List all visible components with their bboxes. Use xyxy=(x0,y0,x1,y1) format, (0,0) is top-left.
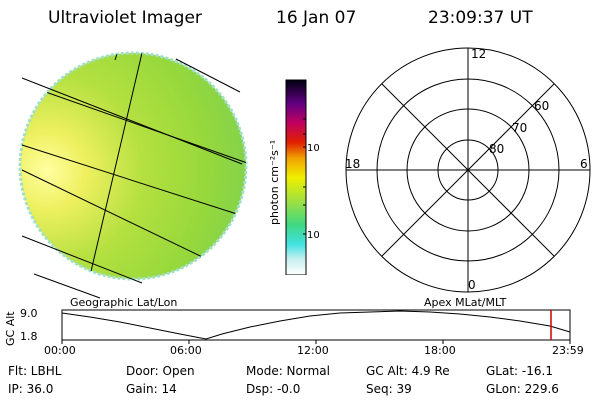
mlt-label-12: 12 xyxy=(471,47,486,61)
alt-xtick-1: 06:00 xyxy=(170,344,202,357)
alt-ytick-high: 9.0 xyxy=(20,307,38,320)
alt-xtick-0: 00:00 xyxy=(44,344,76,357)
colorbar-tick-10: 10 xyxy=(307,230,320,241)
uv-disk xyxy=(20,53,246,279)
image-caption: Geographic Lat/Lon xyxy=(70,296,178,309)
info-glon: GLon: 229.6 xyxy=(486,382,559,396)
lat-label-70: 70 xyxy=(512,121,527,135)
colorbar-label: photon cm⁻²s⁻¹ xyxy=(268,140,281,225)
info-glat: GLat: -16.1 xyxy=(486,364,553,378)
lat-label-80: 80 xyxy=(489,142,504,156)
colorbar-tick-100: 100 xyxy=(307,143,320,154)
lat-label-60: 60 xyxy=(534,99,549,113)
instrument-title: Ultraviolet Imager xyxy=(48,8,202,28)
info-ip: IP: 36.0 xyxy=(8,382,54,396)
polar-caption: Apex MLat/MLT xyxy=(424,296,507,309)
altitude-plot xyxy=(61,309,571,344)
info-door: Door: Open xyxy=(126,364,195,378)
alt-xtick-2: 12:00 xyxy=(297,344,329,357)
mlt-label-18: 18 xyxy=(345,157,360,171)
mlt-label-6: 6 xyxy=(580,157,588,171)
time-label: 23:09:37 UT xyxy=(428,8,533,28)
info-gc-alt: GC Alt: 4.9 Re xyxy=(366,364,450,378)
colorbar: photon cm⁻²s⁻¹ 100 10 xyxy=(268,79,320,275)
alt-ylabel: GC Alt xyxy=(4,311,17,346)
info-filter: Flt: LBHL xyxy=(8,364,62,378)
alt-ytick-low: 1.8 xyxy=(20,330,38,343)
uv-image-panel xyxy=(18,51,248,299)
polar-plot: 12 18 6 0 60 70 80 xyxy=(345,47,591,293)
alt-xtick-3: 18:00 xyxy=(424,344,456,357)
date-label: 16 Jan 07 xyxy=(276,8,357,28)
info-mode: Mode: Normal xyxy=(246,364,330,378)
mlt-label-0: 0 xyxy=(468,278,476,292)
info-seq: Seq: 39 xyxy=(366,382,412,396)
info-gain: Gain: 14 xyxy=(126,382,177,396)
info-dsp: Dsp: -0.0 xyxy=(246,382,301,396)
alt-xtick-4: 23:59 xyxy=(552,344,584,357)
